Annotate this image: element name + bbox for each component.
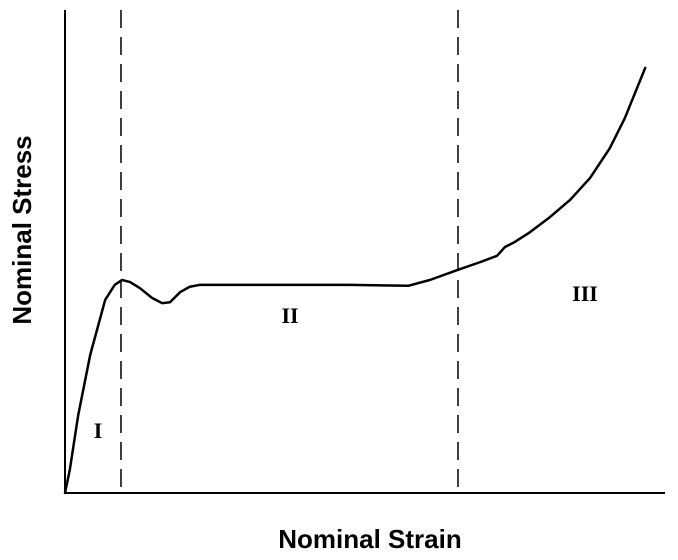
stress-strain-curve [63,66,647,495]
y-axis-label: Nominal Stress [7,135,37,324]
region-label: II [281,303,298,328]
region-label: I [94,418,103,443]
x-axis-label: Nominal Strain [278,524,461,554]
region-label: III [572,281,598,306]
